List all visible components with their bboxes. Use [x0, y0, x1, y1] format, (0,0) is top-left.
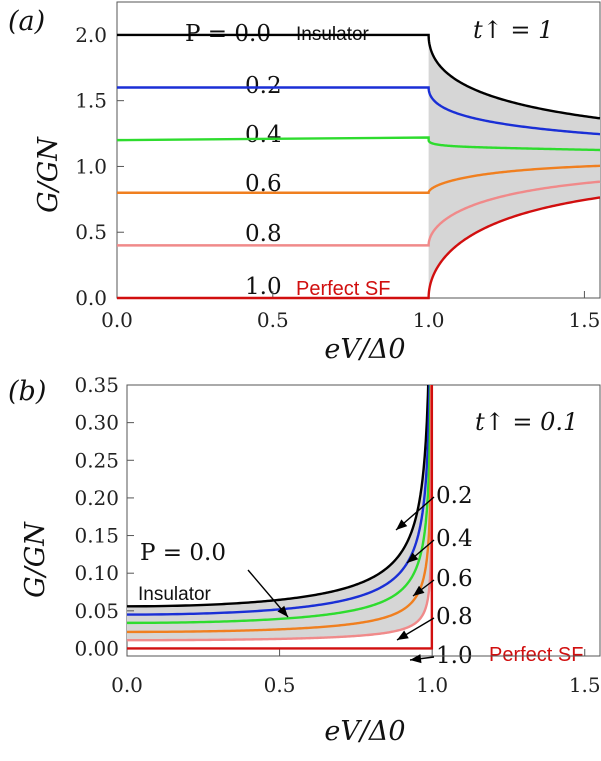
panel-b-label-p00: P = 0.0	[140, 540, 226, 566]
panel-b-ytick-label: 0.05	[74, 599, 119, 623]
panel-b-ytick-label: 0.25	[74, 448, 119, 472]
panel-b-series-line	[127, 385, 433, 634]
panel-b-annotation: t↑ = 0.1	[475, 408, 578, 436]
panel-a-ytick-label: 0.0	[75, 286, 107, 310]
panel-b-arrow-p00-head	[277, 605, 288, 617]
panel-a-sf-text: Perfect SF	[296, 278, 390, 300]
panel-b-label-p06: 0.6	[436, 566, 473, 592]
panel-b-arrow-p08-head	[397, 630, 409, 640]
panel-b-xtick-label: 1.0	[416, 673, 448, 697]
panel-a-series-line	[117, 164, 601, 194]
panel-b-ytick-label: 0.00	[74, 636, 119, 660]
panel-b-xlabel: eV/Δ0	[324, 716, 405, 747]
panel-b-series-line	[127, 385, 434, 650]
panel-a-label: (a)	[8, 6, 45, 37]
panel-b-xtick-label: 0.0	[111, 673, 143, 697]
panel-a-series-line	[117, 86, 601, 136]
panel-a-label-p08: 0.8	[245, 221, 282, 247]
panel-a-ylabel: G/GN	[33, 136, 64, 213]
panel-b-arrow-p10-head	[410, 654, 422, 664]
panel-b-ytick-label: 0.15	[74, 524, 119, 548]
panel-b-label: (b)	[8, 376, 46, 407]
panel-b-xtick-label: 1.5	[569, 673, 601, 697]
panel-a-label-p02: 0.2	[245, 73, 282, 99]
panel-a-ytick-label: 1.5	[75, 89, 107, 113]
panel-a-xtick-label: 0.0	[101, 308, 133, 332]
panel-a-shaded-region	[428, 34, 600, 298]
panel-b-ylabel: G/GN	[20, 521, 51, 598]
panel-a: (a) G/GN eV/Δ0 t↑ = 1 Insulator Perfect …	[8, 1, 601, 365]
panel-a-xtick-label: 0.5	[257, 308, 289, 332]
panel-a-xtick-label: 1.0	[413, 308, 445, 332]
panel-b-frame	[126, 384, 601, 657]
panel-a-annotation: t↑ = 1	[473, 16, 553, 44]
panel-b-label-p04: 0.4	[436, 526, 473, 552]
panel-b-ytick-label: 0.30	[74, 411, 119, 435]
panel-a-xtick-label: 1.5	[569, 308, 601, 332]
panel-b-label-p02: 0.2	[436, 483, 473, 509]
panel-a-label-p04: 0.4	[245, 122, 282, 148]
panel-a-xlabel: eV/Δ0	[324, 334, 405, 365]
panel-a-series-line	[117, 196, 601, 300]
panel-b-series-line	[127, 385, 432, 625]
panel-b-series-line	[127, 385, 431, 616]
panel-b-xtick-label: 0.5	[264, 673, 296, 697]
panel-a-ytick-label: 2.0	[75, 23, 107, 47]
panel-b-series-line	[127, 385, 433, 642]
panel-b: (b) G/GN eV/Δ0 t↑ = 0.1 Insulator Perfec…	[8, 373, 601, 747]
panel-b-label-p08: 0.8	[436, 604, 473, 630]
panel-b-arrow-p04-head	[407, 552, 419, 563]
panel-a-label-p10: 1.0	[245, 274, 282, 300]
panel-b-ytick-label: 0.10	[74, 561, 119, 585]
panel-a-series-line	[116, 136, 601, 152]
panel-b-insulator-text: Insulator	[138, 584, 212, 605]
panel-b-arrow-p06-head	[413, 585, 425, 596]
panel-b-ytick-label: 0.20	[74, 486, 119, 510]
panel-b-arrow-p02-head	[396, 519, 408, 530]
panel-b-ytick-label: 0.35	[74, 373, 119, 397]
panel-a-series-line	[117, 33, 601, 120]
panel-b-series-line	[127, 385, 430, 608]
panel-a-ytick-label: 0.5	[75, 220, 107, 244]
panel-b-sf-text: Perfect SF	[489, 644, 583, 666]
panel-a-series-line	[117, 180, 601, 247]
panel-a-ytick-label: 1.0	[75, 154, 107, 178]
